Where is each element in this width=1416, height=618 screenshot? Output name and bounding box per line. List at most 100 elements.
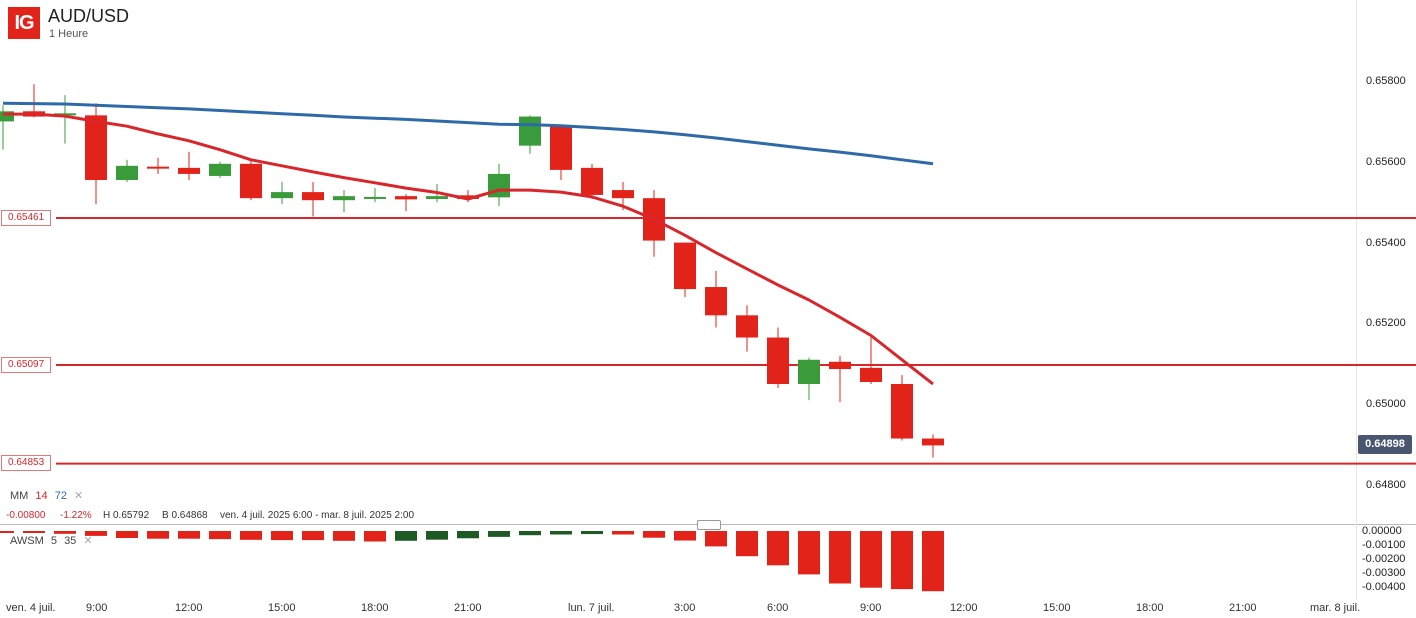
last-price-tag: 0.64898 [1358,435,1412,454]
candle-body [147,166,169,169]
oscillator-bar [519,531,541,536]
candle-body [457,195,479,199]
ma-72-line [2,101,934,166]
osc-tick: 0.00000 [1362,525,1402,537]
candle-body [178,167,200,174]
time-tick: 3:00 [674,602,696,614]
time-tick: 18:00 [1136,602,1164,614]
oscillator-bar [333,531,355,541]
ig-logo: IG [8,7,40,39]
oscillator-bar [488,531,510,537]
candle-body [116,165,138,180]
ma-legend: MM 14 72 ✕ [10,489,83,502]
timeframe-label: 1 Heure [49,28,89,40]
ma-label: MM [10,490,29,502]
level-label[interactable]: 0.65097 [1,357,52,373]
candle-body [302,192,324,201]
price-tick: 0.65000 [1366,398,1406,410]
price-tick: 0.65600 [1366,156,1406,168]
oscillator-bar [705,531,727,547]
candle-body [395,196,417,200]
time-tick: 12:00 [175,602,203,614]
oscillator-bar [891,531,913,590]
time-tick: 21:00 [454,602,482,614]
candle-body [550,125,572,170]
candle-body [829,361,851,370]
time-tick: 12:00 [950,602,978,614]
awsm-period-1: 5 [50,535,57,547]
awsm-label: AWSM [10,535,44,547]
level-label[interactable]: 0.65461 [1,210,52,226]
time-tick: ven. 4 juil. [6,602,56,614]
time-tick: mar. 8 juil. [1310,602,1361,614]
pane-resize-handle[interactable] [697,520,721,530]
candle-body [364,196,386,199]
time-tick: 9:00 [860,602,882,614]
time-tick: lun. 7 juil. [568,602,615,614]
time-tick: 15:00 [268,602,296,614]
candle-body [426,196,448,199]
osc-tick: -0.00200 [1362,553,1406,565]
close-icon[interactable]: ✕ [83,535,93,547]
price-tick: 0.65800 [1366,75,1406,87]
oscillator-bar [612,531,634,535]
candle-body [922,438,944,446]
oscillator-bar [54,531,76,534]
oscillator-bar [209,531,231,540]
candle-body [240,163,262,199]
candle-body [209,163,231,176]
oscillator-bar [395,531,417,541]
ma-period-2: 72 [54,490,67,502]
oscillator-bar [240,531,262,540]
time-tick: 21:00 [1229,602,1257,614]
candle-body [612,190,634,199]
close-icon[interactable]: ✕ [74,490,84,502]
oscillator-bar [767,531,789,566]
ma-14-line [3,112,934,386]
low-value: B 0.64868 [162,510,208,521]
oscillator-bar [364,531,386,542]
time-tick: 6:00 [767,602,789,614]
oscillator-bar [550,531,572,535]
oscillator-bar [426,531,448,540]
level-label[interactable]: 0.64853 [1,455,52,471]
candle-body [705,287,727,316]
candle-body [271,192,293,199]
candle-body [736,315,758,338]
ma-period-1: 14 [35,490,48,502]
candle-body [798,359,820,384]
oscillator-bar [116,531,138,538]
oscillator-bar [302,531,324,541]
osc-tick: -0.00400 [1362,581,1406,593]
price-tick: 0.64800 [1366,479,1406,491]
candle-body [0,111,14,122]
chart-title: AUD/USD [48,6,130,26]
candle-body [581,167,603,195]
oscillator-bar [922,531,944,592]
change-percent: -1.22% [60,510,92,521]
high-value: H 0.65792 [103,510,150,521]
oscillator-bar [85,531,107,536]
time-tick: 15:00 [1043,602,1071,614]
oscillator-bar [674,531,696,541]
oscillator-bar [581,531,603,535]
candle-body [54,113,76,116]
oscillator-bar [829,531,851,584]
oscillator-bar [860,531,882,588]
candle-body [767,337,789,384]
oscillator-bar [0,531,14,533]
candle-body [860,367,882,382]
oscillator-bar [643,531,665,538]
candle-body [674,242,696,290]
price-tick: 0.65200 [1366,317,1406,329]
oscillator-bar [798,531,820,575]
awsm-period-2: 35 [64,535,77,547]
time-tick: 9:00 [86,602,108,614]
change-value: -0.00800 [6,510,46,521]
price-tick: 0.65400 [1366,237,1406,249]
awsm-legend: AWSM 5 35 ✕ [10,534,93,547]
oscillator-bar [457,531,479,539]
oscillator-bar [736,531,758,557]
candle-body [85,115,107,180]
